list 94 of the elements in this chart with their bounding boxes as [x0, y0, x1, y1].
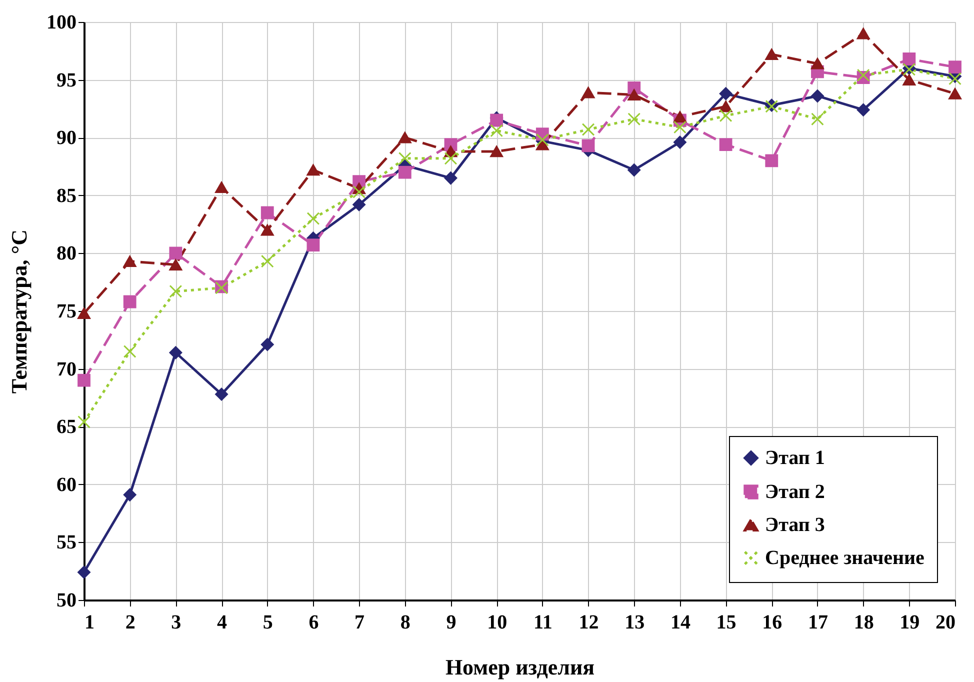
point — [306, 164, 320, 176]
y-tick-label: 50 — [56, 590, 76, 612]
point — [582, 139, 595, 152]
point — [765, 48, 778, 60]
point — [123, 345, 136, 358]
point — [765, 154, 778, 168]
x-tick-label: 6 — [308, 612, 319, 634]
point — [398, 132, 412, 144]
point — [673, 120, 686, 134]
point — [444, 172, 458, 185]
y-tick-label: 85 — [56, 184, 76, 207]
point — [582, 86, 595, 98]
point — [169, 284, 182, 298]
point — [811, 58, 824, 70]
point — [948, 72, 962, 86]
point — [352, 198, 366, 212]
point — [948, 60, 962, 74]
x-tick-label: 10 — [487, 612, 508, 634]
x-tick-label: 8 — [400, 612, 410, 634]
point — [123, 295, 136, 308]
point — [719, 109, 732, 122]
point — [123, 256, 136, 267]
point — [260, 224, 274, 236]
point — [260, 338, 274, 351]
point — [78, 416, 90, 428]
y-tick-label: 55 — [56, 532, 76, 554]
x-tick-label: 4 — [217, 612, 228, 634]
x-tick-label: 2 — [125, 612, 136, 634]
x-tick-label: 14 — [670, 612, 690, 634]
x-tick-label: 9 — [446, 612, 456, 634]
point — [719, 138, 732, 151]
x-tick-label: 17 — [808, 612, 828, 634]
point — [306, 238, 320, 252]
legend-label: Этап 1 — [765, 447, 825, 469]
point — [902, 52, 916, 66]
x-tick-label: 5 — [262, 612, 273, 634]
point — [856, 103, 870, 116]
point — [169, 346, 182, 360]
point — [398, 166, 412, 179]
x-tick-label: 3 — [171, 612, 182, 634]
x-tick-label: 7 — [354, 612, 365, 634]
point — [398, 152, 412, 165]
point — [169, 246, 182, 260]
point — [123, 488, 136, 502]
point — [582, 123, 595, 136]
x-tick-label: 13 — [624, 612, 645, 634]
x-tick-label: 1 — [84, 612, 94, 634]
point — [902, 74, 916, 86]
point — [628, 112, 641, 126]
x-tick-label: 19 — [900, 612, 920, 634]
point — [169, 259, 182, 270]
point — [490, 146, 504, 158]
point — [78, 566, 90, 579]
legend-label: Этап 2 — [765, 481, 825, 503]
y-tick-label: 100 — [46, 12, 76, 34]
y-tick-label: 65 — [56, 416, 76, 438]
x-tick-label: 16 — [762, 612, 782, 634]
point — [811, 90, 824, 102]
point — [628, 89, 641, 101]
point — [673, 111, 686, 122]
point — [260, 254, 274, 268]
x-tick-label: 11 — [533, 612, 552, 634]
point — [856, 68, 870, 82]
x-tick-label: 18 — [854, 612, 874, 634]
legend-label: Среднее значение — [765, 547, 925, 569]
point — [719, 100, 732, 112]
y-tick-label: 75 — [56, 300, 76, 322]
y-tick-label: 80 — [56, 242, 76, 265]
y-tick-label: 60 — [56, 474, 76, 496]
x-tick-label: 12 — [578, 612, 599, 634]
point — [628, 164, 641, 176]
point — [490, 124, 504, 138]
x-tick-label: 20 — [936, 612, 956, 634]
point — [352, 185, 366, 198]
point — [215, 388, 228, 401]
point — [490, 114, 504, 127]
point — [78, 374, 90, 387]
legend-label: Этап 3 — [765, 514, 825, 536]
point — [811, 112, 824, 126]
point — [215, 182, 228, 193]
point — [673, 136, 686, 149]
y-axis-title: Температура, °С — [6, 229, 32, 394]
x-axis-title: Номер изделия — [445, 654, 595, 680]
y-tick-label: 90 — [56, 127, 76, 150]
point — [444, 152, 458, 165]
y-tick-label: 95 — [56, 69, 76, 92]
point — [856, 28, 870, 40]
point — [948, 88, 962, 100]
point — [260, 206, 274, 220]
y-tick-label: 70 — [56, 358, 76, 380]
x-tick-label: 15 — [716, 612, 736, 634]
point — [78, 308, 90, 319]
point — [306, 212, 320, 225]
point — [719, 87, 732, 100]
